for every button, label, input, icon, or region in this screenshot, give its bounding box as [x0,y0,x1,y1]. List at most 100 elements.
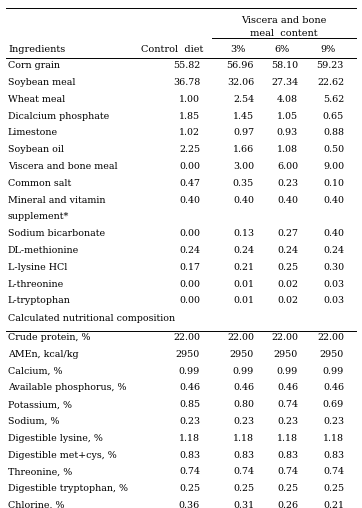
Text: Potassium, %: Potassium, % [8,400,72,409]
Text: 0.40: 0.40 [323,229,344,238]
Text: 0.83: 0.83 [323,451,344,460]
Text: 1.45: 1.45 [233,112,254,120]
Text: 0.74: 0.74 [323,467,344,477]
Text: Sodium bicarbonate: Sodium bicarbonate [8,229,105,238]
Text: Digestible met+cys, %: Digestible met+cys, % [8,451,117,460]
Text: 0.40: 0.40 [323,196,344,205]
Text: 0.25: 0.25 [277,484,298,493]
Text: 0.46: 0.46 [277,384,298,393]
Text: Soybean meal: Soybean meal [8,78,76,87]
Text: 22.00: 22.00 [271,333,298,342]
Text: 27.34: 27.34 [271,78,298,87]
Text: 5.62: 5.62 [323,95,344,104]
Text: 1.00: 1.00 [179,95,200,104]
Text: 0.24: 0.24 [277,246,298,255]
Text: 0.74: 0.74 [233,467,254,477]
Text: 0.83: 0.83 [179,451,200,460]
Text: 0.74: 0.74 [277,467,298,477]
Text: 56.96: 56.96 [227,61,254,70]
Text: 0.83: 0.83 [233,451,254,460]
Text: 0.03: 0.03 [323,296,344,305]
Text: 0.03: 0.03 [323,279,344,289]
Text: 6%: 6% [274,45,290,54]
Text: 0.88: 0.88 [323,129,344,138]
Text: 0.35: 0.35 [233,179,254,188]
Text: Control  diet: Control diet [141,45,203,54]
Text: 0.23: 0.23 [323,417,344,426]
Text: 1.02: 1.02 [179,129,200,138]
Text: Crude protein, %: Crude protein, % [8,333,90,342]
Text: 0.13: 0.13 [233,229,254,238]
Text: 0.17: 0.17 [179,263,200,272]
Text: Calcium, %: Calcium, % [8,367,63,375]
Text: 0.27: 0.27 [277,229,298,238]
Text: 0.46: 0.46 [233,384,254,393]
Text: Threonine, %: Threonine, % [8,467,72,477]
Text: 0.25: 0.25 [179,484,200,493]
Text: 0.21: 0.21 [323,501,344,508]
Text: 0.25: 0.25 [277,263,298,272]
Text: Digestible tryptophan, %: Digestible tryptophan, % [8,484,128,493]
Text: 4.08: 4.08 [277,95,298,104]
Text: 22.00: 22.00 [173,333,200,342]
Text: 36.78: 36.78 [173,78,200,87]
Text: 3.00: 3.00 [233,162,254,171]
Text: 0.00: 0.00 [179,229,200,238]
Text: L-lysine HCl: L-lysine HCl [8,263,67,272]
Text: 0.10: 0.10 [323,179,344,188]
Text: 0.50: 0.50 [323,145,344,154]
Text: 0.23: 0.23 [277,417,298,426]
Text: 2950: 2950 [320,350,344,359]
Text: 0.97: 0.97 [233,129,254,138]
Text: 0.85: 0.85 [179,400,200,409]
Text: 0.24: 0.24 [323,246,344,255]
Text: Wheat meal: Wheat meal [8,95,65,104]
Text: Mineral and vitamin: Mineral and vitamin [8,196,105,205]
Text: Chlorine, %: Chlorine, % [8,501,64,508]
Text: 6.00: 6.00 [277,162,298,171]
Text: Viscera and bone: Viscera and bone [241,16,327,25]
Text: 0.40: 0.40 [179,196,200,205]
Text: 0.00: 0.00 [179,279,200,289]
Text: DL-methionine: DL-methionine [8,246,79,255]
Text: 55.82: 55.82 [173,61,200,70]
Text: 0.00: 0.00 [179,296,200,305]
Text: 0.46: 0.46 [323,384,344,393]
Text: 1.18: 1.18 [179,434,200,443]
Text: 0.99: 0.99 [277,367,298,375]
Text: 2950: 2950 [176,350,200,359]
Text: 2.54: 2.54 [233,95,254,104]
Text: 0.23: 0.23 [277,179,298,188]
Text: L-threonine: L-threonine [8,279,64,289]
Text: 0.01: 0.01 [233,296,254,305]
Text: 0.26: 0.26 [277,501,298,508]
Text: 1.85: 1.85 [179,112,200,120]
Text: 1.08: 1.08 [277,145,298,154]
Text: 0.40: 0.40 [277,196,298,205]
Text: 0.25: 0.25 [233,484,254,493]
Text: 1.18: 1.18 [233,434,254,443]
Text: 2950: 2950 [274,350,298,359]
Text: 0.02: 0.02 [277,279,298,289]
Text: 0.23: 0.23 [179,417,200,426]
Text: Calculated nutritional composition: Calculated nutritional composition [8,314,175,323]
Text: Digestible lysine, %: Digestible lysine, % [8,434,103,443]
Text: 0.47: 0.47 [179,179,200,188]
Text: Corn grain: Corn grain [8,61,60,70]
Text: 1.18: 1.18 [323,434,344,443]
Text: meal  content: meal content [250,29,318,38]
Text: 1.18: 1.18 [277,434,298,443]
Text: 0.74: 0.74 [179,467,200,477]
Text: 1.05: 1.05 [277,112,298,120]
Text: 58.10: 58.10 [271,61,298,70]
Text: 0.01: 0.01 [233,279,254,289]
Text: L-tryptophan: L-tryptophan [8,296,71,305]
Text: Limestone: Limestone [8,129,58,138]
Text: 1.66: 1.66 [233,145,254,154]
Text: Ingredients: Ingredients [8,45,65,54]
Text: 22.62: 22.62 [317,78,344,87]
Text: 9.00: 9.00 [323,162,344,171]
Text: 9%: 9% [320,45,336,54]
Text: 0.46: 0.46 [179,384,200,393]
Text: 0.24: 0.24 [179,246,200,255]
